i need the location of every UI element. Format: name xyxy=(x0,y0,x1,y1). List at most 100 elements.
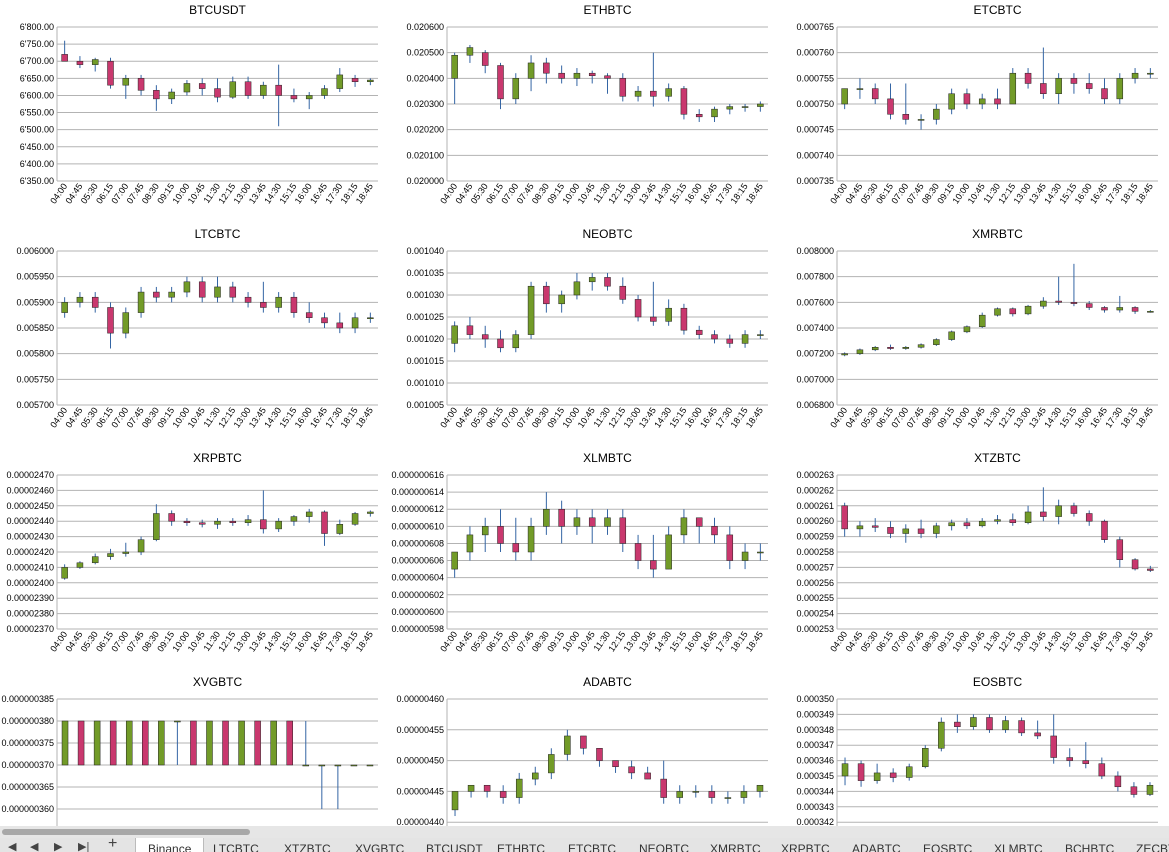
sheet-tab[interactable]: XVGBTC xyxy=(355,842,405,852)
chart-area xyxy=(780,448,1169,672)
candle-body xyxy=(1009,72,1017,105)
y-tick-label: 0.005800 xyxy=(16,349,54,359)
candle-body xyxy=(238,720,245,766)
chart-title: XRPBTC xyxy=(193,451,242,465)
y-tick-label: 0.00002390 xyxy=(6,593,54,603)
candle-body xyxy=(1101,520,1108,540)
y-tick-label: 0.020100 xyxy=(406,150,444,160)
y-tick-label: 0.000000608 xyxy=(391,538,444,548)
candle-body xyxy=(841,763,849,777)
y-tick-label: 0.000258 xyxy=(796,547,834,557)
last-sheet-button[interactable]: ▶| xyxy=(78,841,90,852)
candle-body xyxy=(1147,568,1154,571)
candle-body xyxy=(481,52,489,66)
candle-body xyxy=(214,520,221,525)
candle-body xyxy=(1034,732,1041,737)
candle-body xyxy=(336,322,344,329)
candle-body xyxy=(481,334,489,340)
candle-body xyxy=(1024,305,1032,315)
candle-body xyxy=(1066,757,1073,761)
candle-body xyxy=(527,285,535,335)
candle-body xyxy=(61,567,68,579)
candle-body xyxy=(91,556,99,564)
add-sheet-button[interactable]: + xyxy=(108,838,118,852)
y-tick-label: 0.000000370 xyxy=(1,760,54,770)
candle-body xyxy=(726,106,734,110)
y-tick-label: 0.000000365 xyxy=(1,782,54,792)
horizontal-scrollbar[interactable] xyxy=(0,826,1169,838)
candle-body xyxy=(168,513,175,522)
sheet-tab[interactable]: EOSBTC xyxy=(923,842,973,852)
chart-title: XLMBTC xyxy=(583,451,632,465)
candle-body xyxy=(229,286,237,298)
candle-body xyxy=(604,517,611,527)
y-tick-label: 0.000000616 xyxy=(391,470,444,480)
candle-body xyxy=(527,526,535,553)
candle-body xyxy=(902,347,910,349)
sheet-tab[interactable]: XRPBTC xyxy=(781,842,830,852)
candle-body xyxy=(604,75,611,79)
sheet-tab[interactable]: ETCBTC xyxy=(568,842,616,852)
candle-body xyxy=(1085,83,1093,89)
candle-body xyxy=(512,543,520,553)
sheet-tab[interactable]: Binance xyxy=(135,838,205,852)
candle-body xyxy=(692,791,700,793)
candle-body xyxy=(142,720,149,766)
sheet-tab[interactable]: XTZBTC xyxy=(284,842,331,852)
candle-body xyxy=(137,539,145,553)
y-tick-label: 0.020000 xyxy=(406,176,444,186)
sheet-tab[interactable]: ETHBTC xyxy=(497,842,545,852)
candle-body xyxy=(137,78,145,91)
candle-body xyxy=(543,285,550,305)
candle-body xyxy=(367,511,374,514)
y-tick-label: 0.00000440 xyxy=(396,817,444,826)
candle-body xyxy=(917,119,925,121)
candle-body xyxy=(466,325,474,335)
candle-body xyxy=(76,296,84,303)
sheet-tab[interactable]: XMRBTC xyxy=(710,842,761,852)
y-tick-label: 0.000750 xyxy=(796,99,834,109)
candle-body xyxy=(290,296,298,313)
first-sheet-button[interactable]: ◀ xyxy=(8,841,17,852)
next-sheet-button[interactable]: ▶ xyxy=(54,841,63,852)
candle-body xyxy=(917,528,925,534)
candle-body xyxy=(367,79,374,83)
sheet-tab[interactable]: ZECBTC xyxy=(1136,842,1169,852)
y-tick-label: 0.000263 xyxy=(796,470,834,480)
y-tick-label: 6'450.00 xyxy=(20,142,54,152)
y-tick-label: 0.00002470 xyxy=(6,470,54,480)
chart-title: ETHBTC xyxy=(584,3,632,17)
y-tick-label: 0.000000360 xyxy=(1,804,54,814)
candle-body xyxy=(917,344,925,348)
prev-sheet-button[interactable]: ◀ xyxy=(30,841,39,852)
sheet-tab[interactable]: BTCUSDT xyxy=(426,842,483,852)
candle-body xyxy=(76,60,84,65)
candle-body xyxy=(871,347,879,351)
scroll-thumb[interactable] xyxy=(2,829,250,835)
candle-body xyxy=(634,299,642,318)
sheet-tab[interactable]: NEOBTC xyxy=(639,842,690,852)
y-tick-label: 0.005900 xyxy=(16,297,54,307)
sheet-tab[interactable]: XLMBTC xyxy=(994,842,1043,852)
y-tick-label: 0.00002410 xyxy=(6,562,54,572)
candle-body xyxy=(1116,539,1124,560)
y-tick-label: 0.00002430 xyxy=(6,532,54,542)
sheet-tab[interactable]: BCHBTC xyxy=(1065,842,1115,852)
candle-body xyxy=(1147,311,1154,313)
candle-body xyxy=(61,302,68,313)
y-tick-label: 0.007000 xyxy=(796,374,834,384)
candle-body xyxy=(107,553,114,557)
sheet-tab[interactable]: ADABTC xyxy=(852,842,901,852)
candle-body xyxy=(619,285,627,300)
sheet-tab[interactable]: LTCBTC xyxy=(213,842,259,852)
candle-body xyxy=(1101,88,1108,100)
candle-body xyxy=(466,47,474,56)
y-tick-label: 0.001015 xyxy=(406,356,444,366)
y-tick-label: 0.000342 xyxy=(796,817,834,826)
candle-body xyxy=(305,312,313,318)
y-tick-label: 0.00002380 xyxy=(6,609,54,619)
candle-body xyxy=(61,54,68,62)
candle-body xyxy=(634,90,642,97)
candle-body xyxy=(978,314,986,327)
y-tick-label: 0.001040 xyxy=(406,246,444,256)
